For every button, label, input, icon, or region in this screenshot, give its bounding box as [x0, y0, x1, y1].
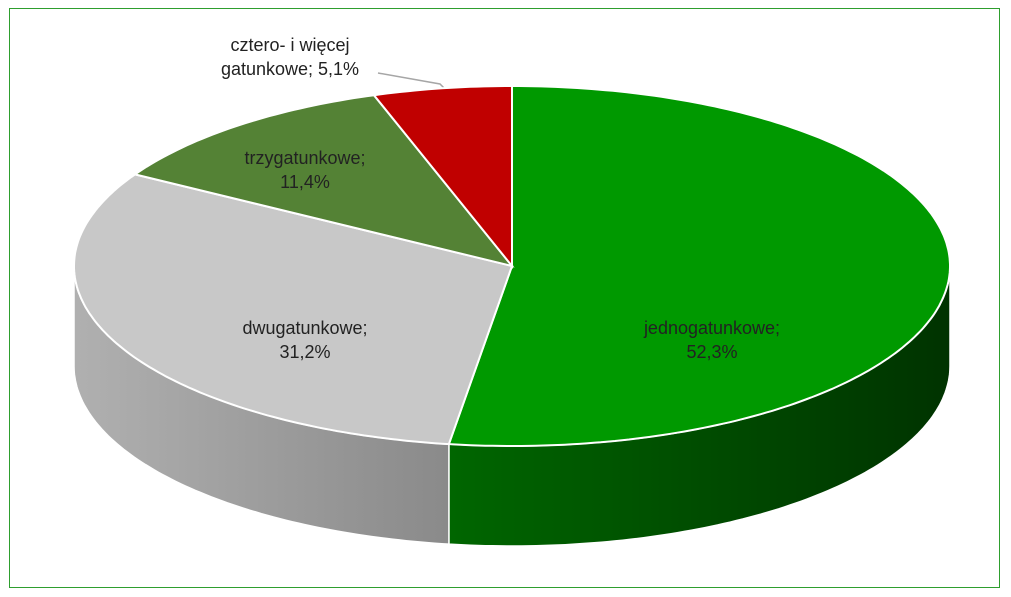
data-label: jednogatunkowe; 52,3%: [612, 316, 812, 364]
label-category: trzygatunkowe;: [244, 148, 366, 168]
data-label: trzygatunkowe; 11,4%: [205, 146, 405, 194]
slice: [73, 173, 514, 446]
data-label: dwugatunkowe; 31,2%: [205, 316, 405, 364]
label-category: cztero- i więcej gatunkowe;: [220, 35, 350, 79]
slice: [447, 85, 951, 447]
label-value: 52,3%: [686, 342, 738, 362]
label-category: dwugatunkowe;: [242, 318, 368, 338]
label-value: 31,2%: [279, 342, 331, 362]
label-category: jednogatunkowe;: [643, 318, 781, 338]
label-value: 5,1%: [318, 59, 360, 79]
chart-frame: [9, 8, 1000, 588]
slice: [132, 94, 515, 268]
slice: [372, 85, 513, 269]
data-label: cztero- i więcej gatunkowe; 5,1%: [190, 33, 390, 81]
label-value: 11,4%: [280, 172, 330, 192]
